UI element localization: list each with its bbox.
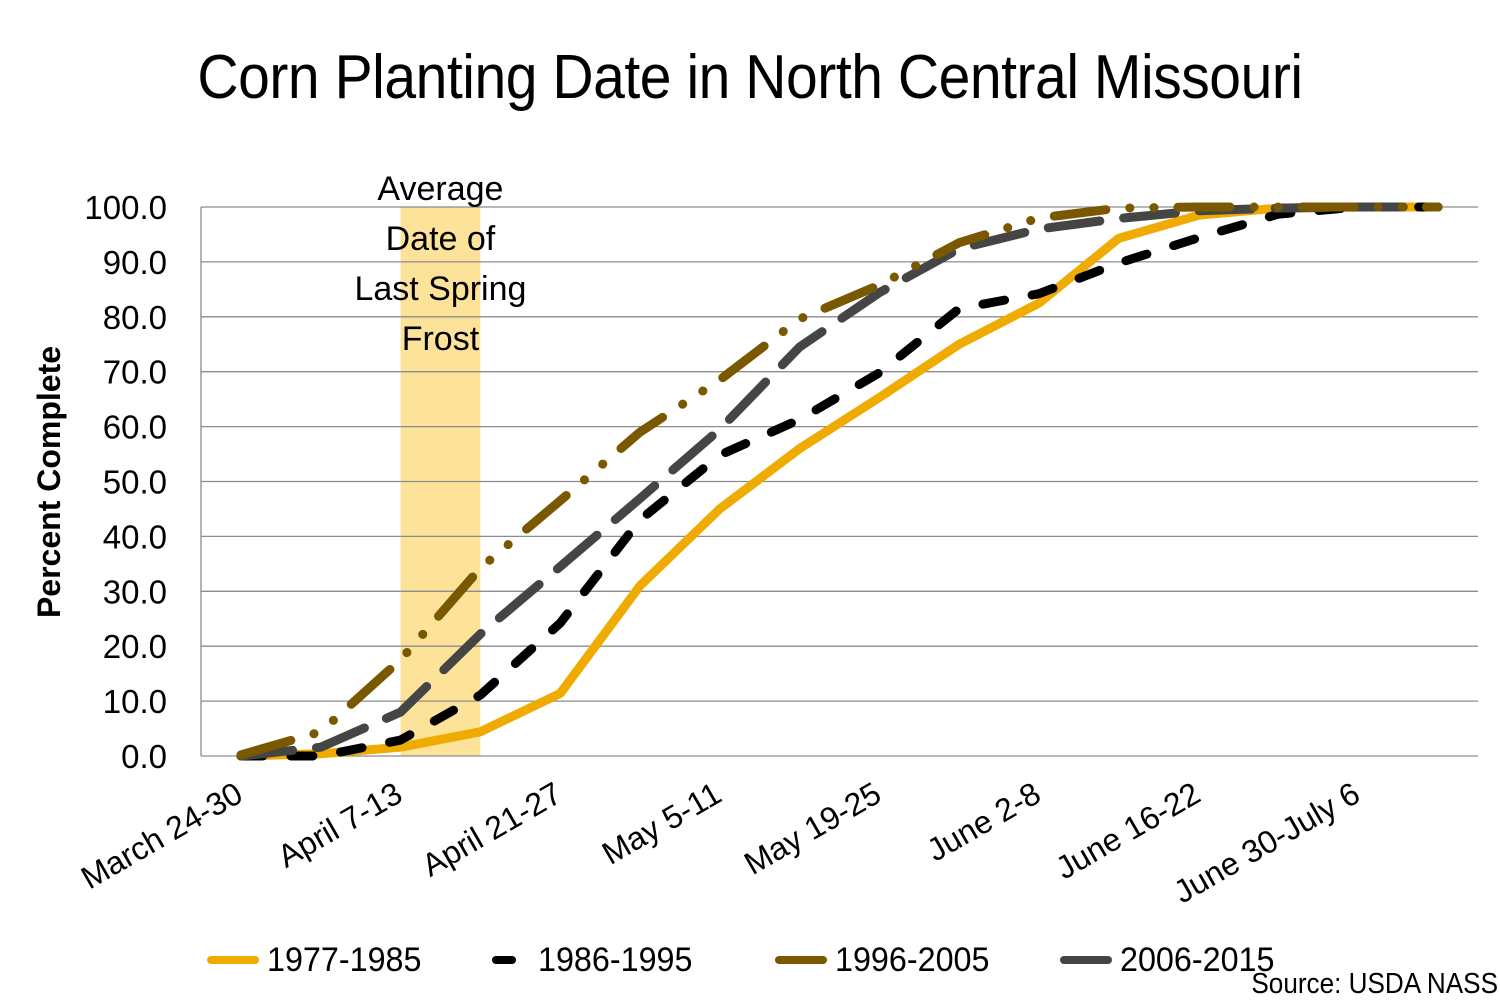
y-tick-label: 60.0	[103, 409, 167, 446]
legend-label: 1986-1995	[538, 940, 693, 979]
y-tick-label: 100.0	[84, 189, 167, 226]
y-tick-label: 80.0	[103, 299, 167, 336]
legend-label: 1996-2005	[835, 940, 990, 979]
series-line-1996-2005	[236, 202, 1443, 760]
series-line-2006-2015	[236, 202, 1443, 761]
y-tick-label: 20.0	[103, 628, 167, 665]
legend-item: 1986-1995	[492, 940, 701, 980]
x-tick-label: March 24-30	[75, 775, 249, 896]
y-tick-label: 70.0	[103, 354, 167, 391]
y-axis-label: Percent Complete	[31, 346, 67, 618]
frost-annotation-line: Average	[377, 170, 503, 208]
x-tick-label: April 7-13	[271, 775, 408, 875]
x-tick-label: June 2-8	[921, 775, 1047, 868]
legend-item: 2006-2015	[1060, 940, 1283, 980]
x-tick-label: April 21-27	[416, 775, 568, 884]
y-tick-label: 40.0	[103, 518, 167, 555]
frost-annotation: Average Date of Last Spring Frost	[354, 170, 526, 358]
y-tick-label: 50.0	[103, 464, 167, 501]
series-line-1986-1995	[236, 202, 1443, 761]
legend-label: 2006-2015	[1120, 940, 1275, 979]
y-tick-label: 90.0	[103, 244, 167, 281]
y-axis-ticks: 0.0 10.0 20.0 30.0 40.0 50.0 60.0 70.0 80.0 90.0 1…	[84, 189, 167, 775]
legend-swatch	[492, 956, 516, 964]
legend-label: 1977-1985	[267, 940, 422, 979]
y-tick-label: 10.0	[103, 683, 167, 720]
y-tick-label: 0.0	[121, 738, 167, 775]
x-tick-label: May 5-11	[596, 775, 727, 872]
series-lines	[236, 202, 1443, 761]
legend-swatch	[775, 956, 827, 964]
legend-item: 1996-2005	[775, 940, 998, 980]
frost-annotation-line: Last Spring	[354, 270, 526, 308]
frost-annotation-line: Date of	[386, 220, 496, 258]
source-note: Source: USDA NASS	[1251, 968, 1498, 1000]
legend-swatch	[1060, 956, 1112, 964]
x-axis-ticks: March 24-30 April 7-13 April 21-27 May 5-11…	[75, 775, 1366, 910]
frost-annotation-line: Frost	[402, 320, 480, 358]
legend-swatch	[207, 956, 259, 964]
x-tick-label: May 19-25	[738, 775, 887, 882]
legend: 1977-1985 1986-1995 1996-2005 2006-2015	[0, 940, 1500, 980]
y-tick-label: 30.0	[103, 573, 167, 610]
legend-item: 1977-1985	[207, 940, 430, 980]
chart-title: Corn Planting Date in North Central Miss…	[197, 43, 1303, 112]
